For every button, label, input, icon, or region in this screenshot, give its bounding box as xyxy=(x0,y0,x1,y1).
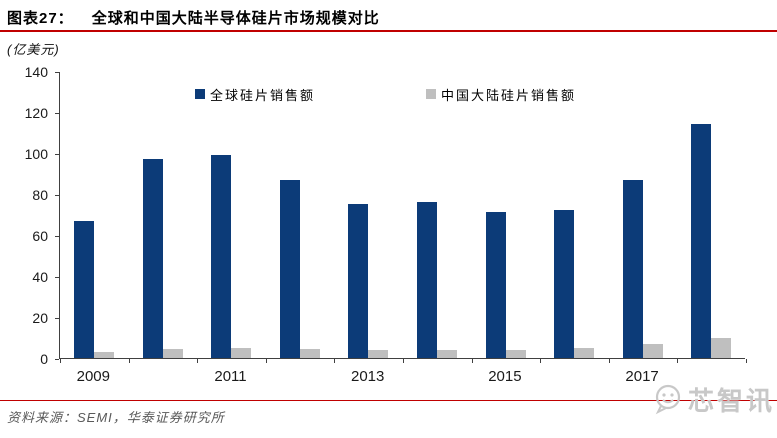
china-sales-bar-2012 xyxy=(299,348,320,358)
y-axis-tick xyxy=(55,235,59,237)
x-axis-tick-label: 2013 xyxy=(351,368,385,385)
china-sales-bar-2016 xyxy=(574,347,595,358)
china-sales-bar-2014 xyxy=(437,349,457,358)
x-axis-tick-label: 2009 xyxy=(76,368,110,385)
y-axis-tick xyxy=(55,112,59,114)
y-axis-tick-label: 20 xyxy=(32,310,48,326)
y-axis-tick-label: 60 xyxy=(32,228,48,244)
x-axis-tick xyxy=(334,359,336,363)
y-axis-tick-label: 100 xyxy=(24,146,48,162)
china-sales-bar-2015 xyxy=(505,349,526,358)
china-sales-bar-2009 xyxy=(94,351,114,358)
y-axis-tick xyxy=(55,194,59,196)
figure-title: 图表27： 全球和中国大陆半导体硅片市场规模对比 xyxy=(7,7,767,28)
watermark: 芯智讯 xyxy=(652,381,775,421)
global-sales-bar-2015 xyxy=(485,212,506,358)
global-sales-bar-2017 xyxy=(622,179,643,358)
china-sales-bar-2013 xyxy=(368,349,389,358)
y-axis-labels: 0 20 40 60 80 100 120 140 xyxy=(0,64,52,367)
china-sales-bar-2017 xyxy=(642,343,663,358)
y-axis-tick xyxy=(55,276,59,278)
global-sales-bar-2010 xyxy=(142,159,163,358)
figure-number-label: 图表27： xyxy=(7,10,74,27)
legend-label: 中国大陆硅片销售额 xyxy=(441,87,577,103)
global-sales-bar-2013 xyxy=(348,204,369,358)
china-sales-bar-2011 xyxy=(231,347,252,358)
x-axis-tick xyxy=(746,359,747,363)
x-axis-tick xyxy=(608,359,610,363)
y-axis-tick xyxy=(55,153,59,155)
x-axis-tick xyxy=(128,359,130,363)
legend-swatch-icon xyxy=(426,89,436,99)
global-sales-bar-2016 xyxy=(554,210,575,358)
chat-bubble-face-icon xyxy=(652,382,684,421)
legend-item-global: 全球硅片销售额 xyxy=(195,87,316,103)
x-axis-tick xyxy=(197,359,199,363)
x-axis-tick xyxy=(403,359,404,363)
page-title: 全球和中国大陆半导体硅片市场规模对比 xyxy=(91,10,380,27)
source-note: 资料来源：SEMI，华泰证券研究所 xyxy=(7,410,225,425)
legend-label: 全球硅片销售额 xyxy=(210,87,316,103)
global-sales-bar-2011 xyxy=(211,155,232,358)
watermark-text: 芯智讯 xyxy=(688,386,776,416)
legend-swatch-icon xyxy=(195,89,205,99)
x-axis-tick xyxy=(677,359,679,363)
x-axis-tick-label: 2017 xyxy=(625,368,659,385)
title-divider-line xyxy=(0,30,777,32)
global-sales-bar-2009 xyxy=(74,220,94,358)
china-sales-bar-2018 xyxy=(711,337,732,358)
global-sales-bar-2014 xyxy=(417,202,437,358)
x-axis-tick-label: 2011 xyxy=(214,368,247,385)
y-axis-tick-label: 40 xyxy=(32,269,48,285)
legend-item-china: 中国大陆硅片销售额 xyxy=(426,87,577,103)
y-axis-tick-label: 0 xyxy=(40,351,48,367)
y-axis-tick-label: 80 xyxy=(32,187,48,203)
china-sales-bar-2010 xyxy=(162,348,183,358)
x-axis-tick xyxy=(471,359,473,363)
y-axis-tick xyxy=(55,358,59,360)
footer-divider-line xyxy=(0,400,777,401)
y-axis-tick-label: 120 xyxy=(24,105,48,121)
x-axis-tick xyxy=(60,359,61,363)
plot-area xyxy=(55,71,747,363)
x-axis-tick xyxy=(265,359,267,363)
x-axis-tick xyxy=(540,359,542,363)
y-axis-unit-label: (亿美元) xyxy=(7,42,60,57)
y-axis-tick xyxy=(55,71,59,73)
x-axis-tick-label: 2015 xyxy=(488,368,522,385)
y-axis-tick-label: 140 xyxy=(24,64,48,80)
global-sales-bar-2018 xyxy=(691,124,712,358)
global-sales-bar-2012 xyxy=(279,179,300,358)
y-axis-tick xyxy=(55,317,59,319)
